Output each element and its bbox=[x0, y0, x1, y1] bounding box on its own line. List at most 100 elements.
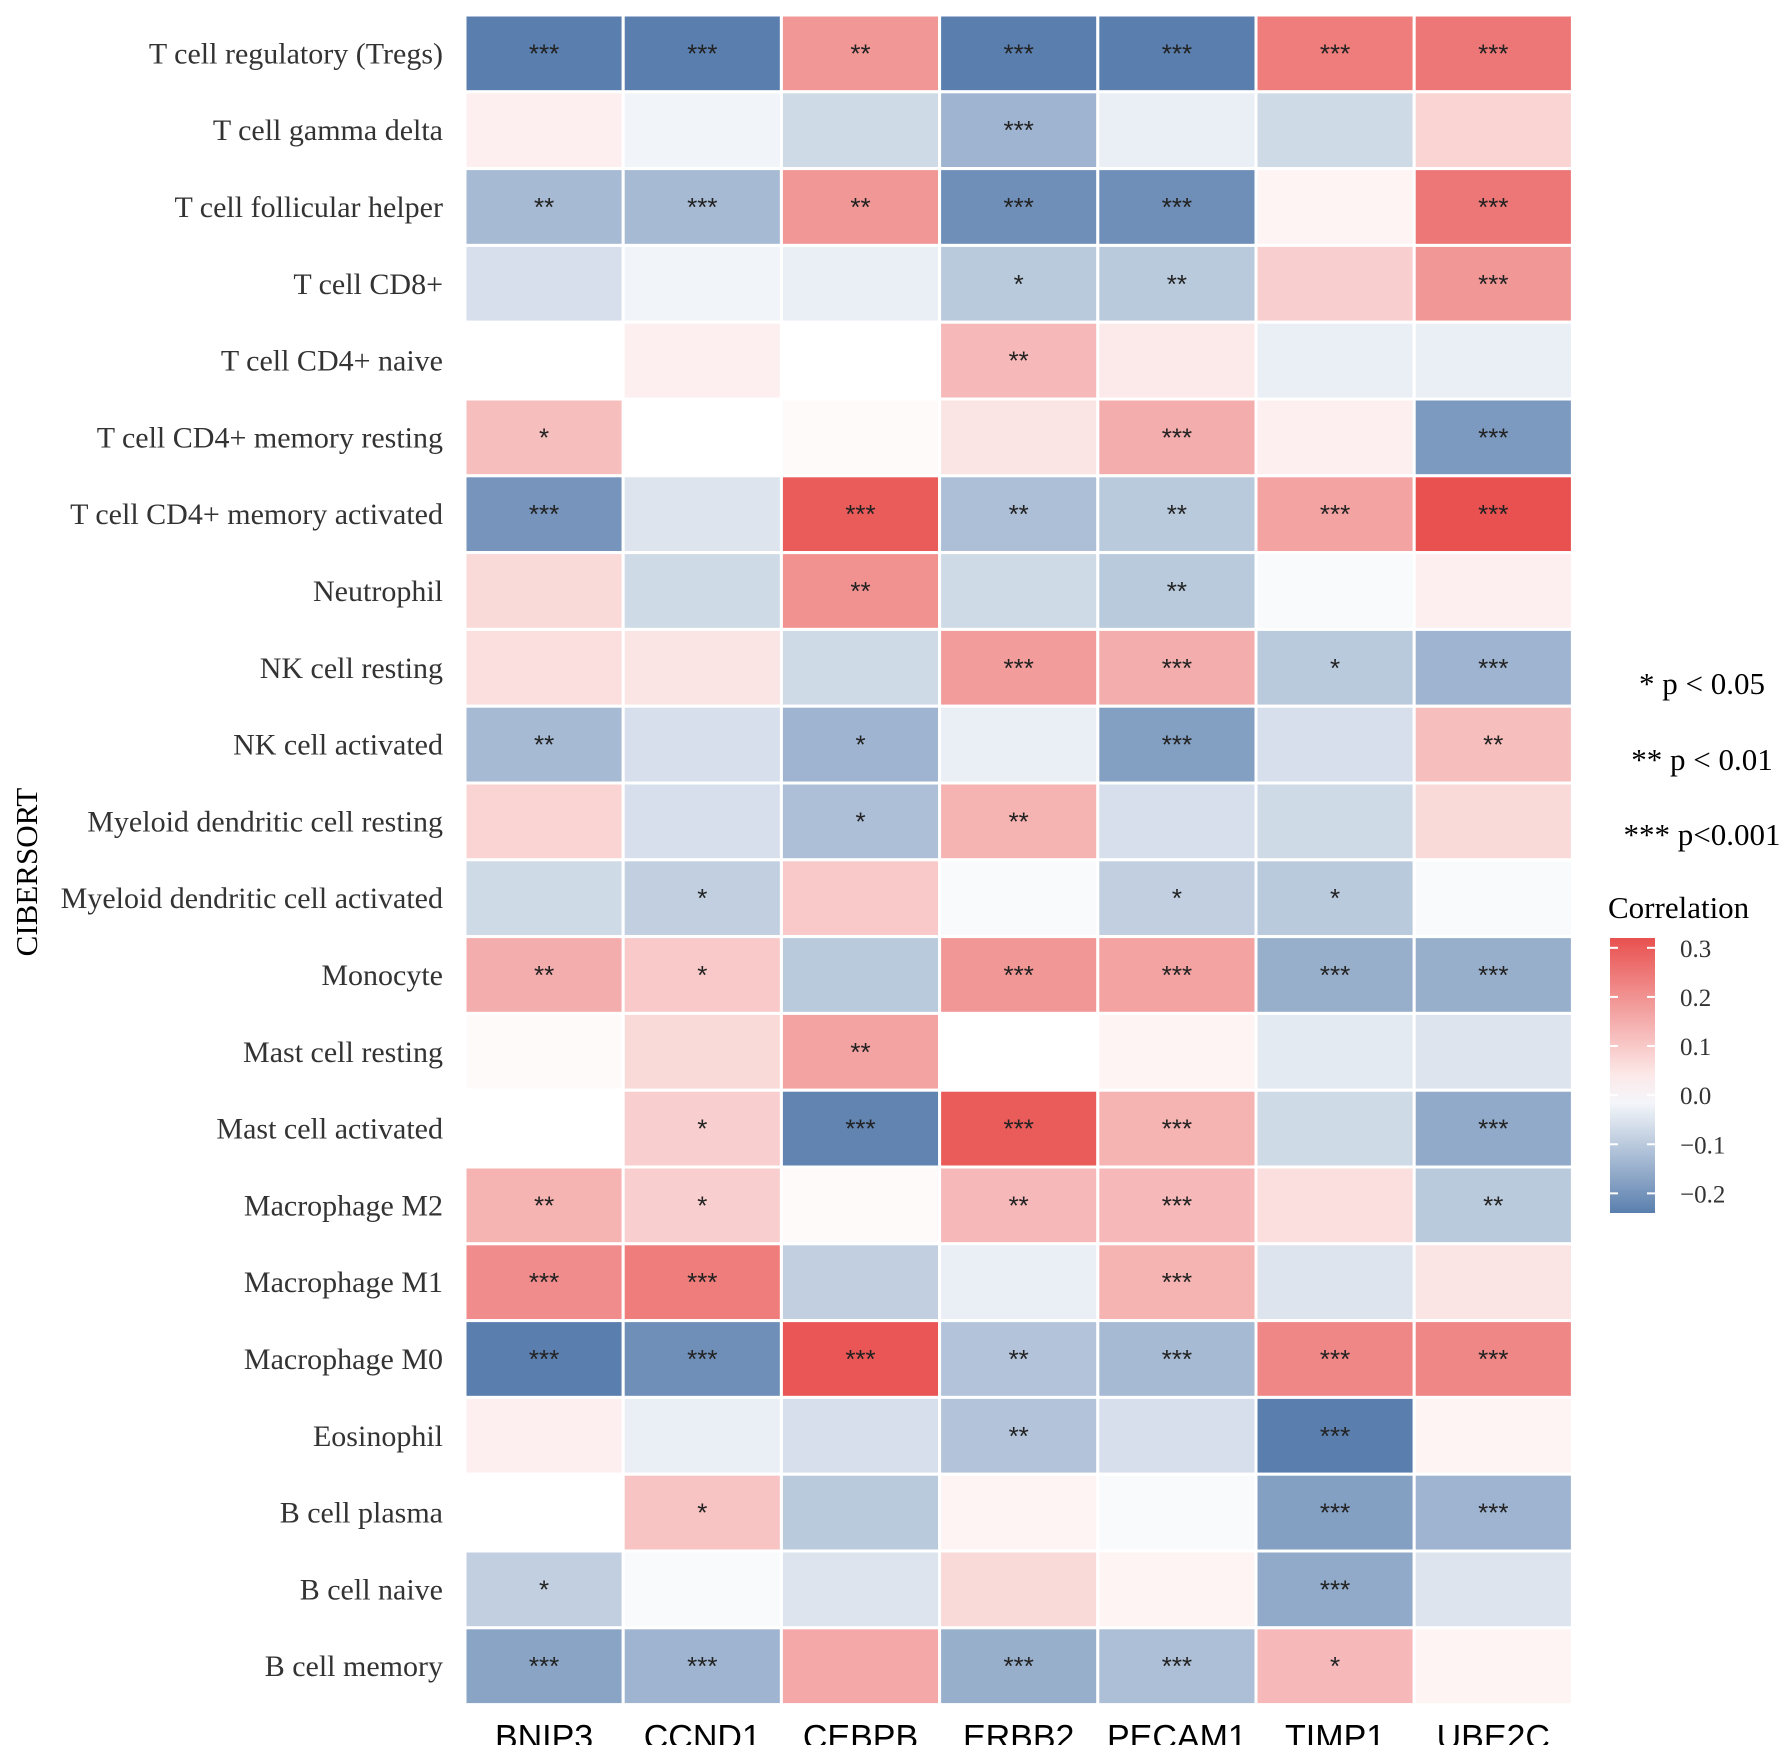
heatmap-cell bbox=[1096, 1165, 1258, 1246]
heatmap-cell bbox=[1412, 397, 1574, 478]
heatmap-cell bbox=[621, 704, 783, 785]
significance-mark: * bbox=[697, 883, 707, 913]
significance-mark: * bbox=[697, 1114, 707, 1144]
significance-mark: *** bbox=[1162, 1267, 1192, 1297]
significance-mark: ** bbox=[850, 192, 870, 222]
heatmap-cell bbox=[1096, 1395, 1258, 1476]
significance-mark: * bbox=[1014, 269, 1024, 299]
significance-legend: * p < 0.05 ** p < 0.01 *** p<0.001 bbox=[1624, 666, 1781, 852]
significance-mark: *** bbox=[529, 1651, 559, 1681]
heatmap-cell bbox=[938, 1626, 1100, 1707]
heatmap-cell bbox=[463, 1549, 625, 1630]
heatmap-cell bbox=[621, 90, 783, 171]
heatmap-cell bbox=[463, 858, 625, 939]
significance-mark: *** bbox=[1162, 1114, 1192, 1144]
heatmap-cell bbox=[463, 1242, 625, 1323]
heatmap-cell bbox=[621, 858, 783, 939]
row-label: T cell gamma delta bbox=[213, 114, 443, 147]
significance-mark: *** bbox=[1478, 499, 1508, 529]
significance-mark: *** bbox=[1320, 38, 1350, 68]
heatmap-cell bbox=[1254, 627, 1416, 708]
significance-mark: * bbox=[855, 806, 865, 836]
significance-mark: ** bbox=[534, 960, 554, 990]
row-label: Mast cell activated bbox=[216, 1113, 443, 1146]
heatmap-cell bbox=[938, 397, 1100, 478]
heatmap-cell bbox=[779, 1165, 942, 1246]
row-labels: T cell regulatory (Tregs) T cell gamma de… bbox=[61, 37, 443, 1683]
heatmap-cell bbox=[938, 704, 1100, 785]
row-label: B cell naive bbox=[300, 1573, 443, 1606]
heatmap-cell bbox=[779, 1242, 942, 1323]
heatmap-cell bbox=[621, 1319, 783, 1399]
heatmap-cell bbox=[463, 1088, 625, 1169]
significance-mark: ** bbox=[1167, 499, 1187, 529]
significance-mark: *** bbox=[1320, 499, 1350, 529]
heatmap-cell bbox=[1254, 1165, 1416, 1246]
heatmap-cell bbox=[1412, 320, 1574, 401]
heatmap-cell bbox=[1096, 1011, 1258, 1092]
sig-legend-2: ** p < 0.01 bbox=[1631, 742, 1772, 777]
legend-tick-label: 0.0 bbox=[1680, 1083, 1711, 1110]
heatmap-cell bbox=[621, 1088, 783, 1169]
significance-mark: *** bbox=[1004, 1651, 1034, 1681]
heatmap-cell bbox=[779, 1395, 942, 1476]
sig-legend-3: *** p<0.001 bbox=[1624, 817, 1781, 852]
heatmap-cell bbox=[621, 13, 783, 94]
heatmap-cells bbox=[463, 13, 1574, 1707]
heatmap-cell bbox=[621, 320, 783, 401]
heatmap-cell bbox=[938, 1472, 1100, 1553]
heatmap-cell bbox=[621, 1472, 783, 1553]
significance-mark: ** bbox=[1167, 269, 1187, 299]
heatmap-cell bbox=[1096, 1088, 1258, 1169]
heatmap-cell bbox=[779, 1319, 942, 1399]
significance-mark: *** bbox=[529, 38, 559, 68]
significance-mark: ** bbox=[1009, 1344, 1029, 1374]
heatmap-cell bbox=[1096, 935, 1258, 1015]
heatmap-cell bbox=[779, 935, 942, 1015]
heatmap-cell bbox=[463, 243, 625, 324]
heatmap-cell bbox=[779, 243, 942, 324]
heatmap-cell bbox=[779, 858, 942, 939]
heatmap-cell bbox=[1254, 1011, 1416, 1092]
significance-mark: * bbox=[697, 960, 707, 990]
significance-mark: *** bbox=[1162, 38, 1192, 68]
significance-mark: *** bbox=[1478, 653, 1508, 683]
column-label: PECAM1 bbox=[1107, 1719, 1247, 1745]
heatmap-cell bbox=[621, 1242, 783, 1323]
heatmap-cell bbox=[621, 1011, 783, 1092]
legend-title: Correlation bbox=[1608, 890, 1750, 925]
legend-tick-label: 0.3 bbox=[1680, 936, 1711, 963]
heatmap-cell bbox=[1412, 1319, 1574, 1399]
heatmap-cell bbox=[938, 935, 1100, 1015]
heatmap-cell bbox=[779, 704, 942, 785]
significance-mark: *** bbox=[1162, 1344, 1192, 1374]
heatmap-cell bbox=[938, 1242, 1100, 1323]
significance-mark: *** bbox=[1478, 1344, 1508, 1374]
heatmap-cell bbox=[938, 551, 1100, 631]
significance-mark: *** bbox=[845, 1344, 875, 1374]
significance-mark: *** bbox=[1478, 269, 1508, 299]
heatmap-cell bbox=[463, 627, 625, 708]
significance-mark: *** bbox=[1320, 960, 1350, 990]
heatmap-cell bbox=[1412, 858, 1574, 939]
heatmap-cell bbox=[621, 627, 783, 708]
significance-mark: *** bbox=[1162, 1190, 1192, 1220]
heatmap-cell bbox=[463, 320, 625, 401]
row-label: Macrophage M0 bbox=[244, 1343, 443, 1376]
significance-mark: * bbox=[1330, 653, 1340, 683]
heatmap-cell bbox=[1412, 1011, 1574, 1092]
significance-mark: *** bbox=[687, 38, 717, 68]
heatmap-cell bbox=[1412, 474, 1574, 555]
heatmap-cell bbox=[1254, 1626, 1416, 1707]
legend-tick-label: −0.1 bbox=[1680, 1132, 1725, 1159]
heatmap-cell bbox=[1412, 13, 1574, 94]
significance-mark: *** bbox=[1162, 192, 1192, 222]
heatmap-cell bbox=[938, 1549, 1100, 1630]
row-label: Monocyte bbox=[321, 959, 443, 992]
heatmap-cell bbox=[1412, 243, 1574, 324]
row-label: T cell CD4+ memory resting bbox=[97, 421, 443, 454]
heatmap-cell bbox=[463, 704, 625, 785]
significance-mark: ** bbox=[534, 192, 554, 222]
row-label: T cell CD4+ naive bbox=[221, 345, 443, 378]
